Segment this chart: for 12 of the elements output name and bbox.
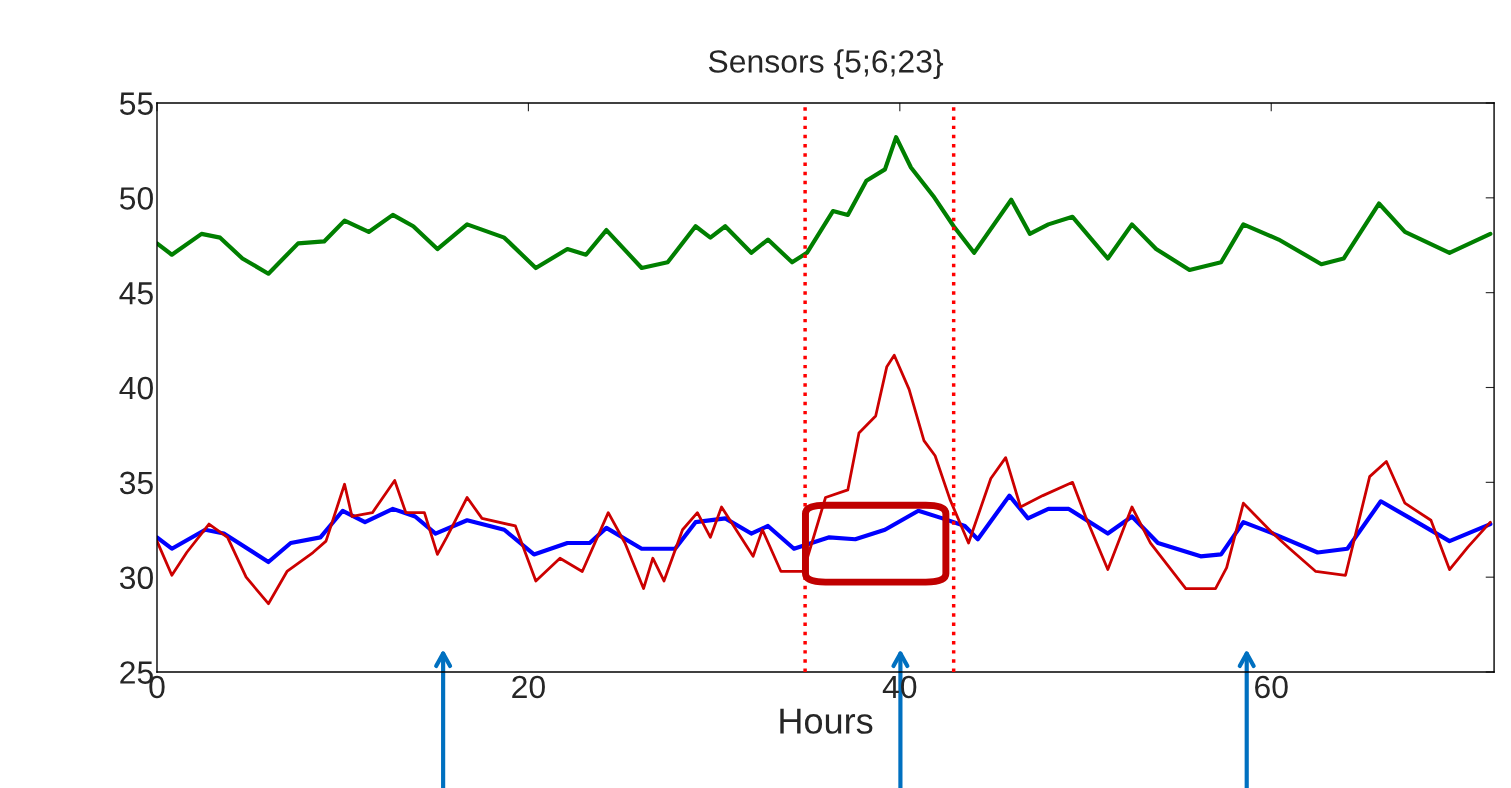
x-tick-label: 20 xyxy=(512,675,545,699)
y-tick-label: 45 xyxy=(119,282,153,305)
y-tick-label: 30 xyxy=(119,566,153,590)
x-tick-label: 60 xyxy=(1255,675,1288,699)
y-tick-label: 55 xyxy=(119,92,153,115)
chart-title: Sensors {5;6;23} xyxy=(708,49,944,80)
x-axis-title: Hours xyxy=(780,708,873,734)
line-series xyxy=(156,135,1493,276)
y-tick-label: 40 xyxy=(119,376,153,400)
line-series xyxy=(156,353,1492,606)
y-tick-label: 50 xyxy=(119,187,153,210)
y-tick-label: 35 xyxy=(119,471,153,495)
